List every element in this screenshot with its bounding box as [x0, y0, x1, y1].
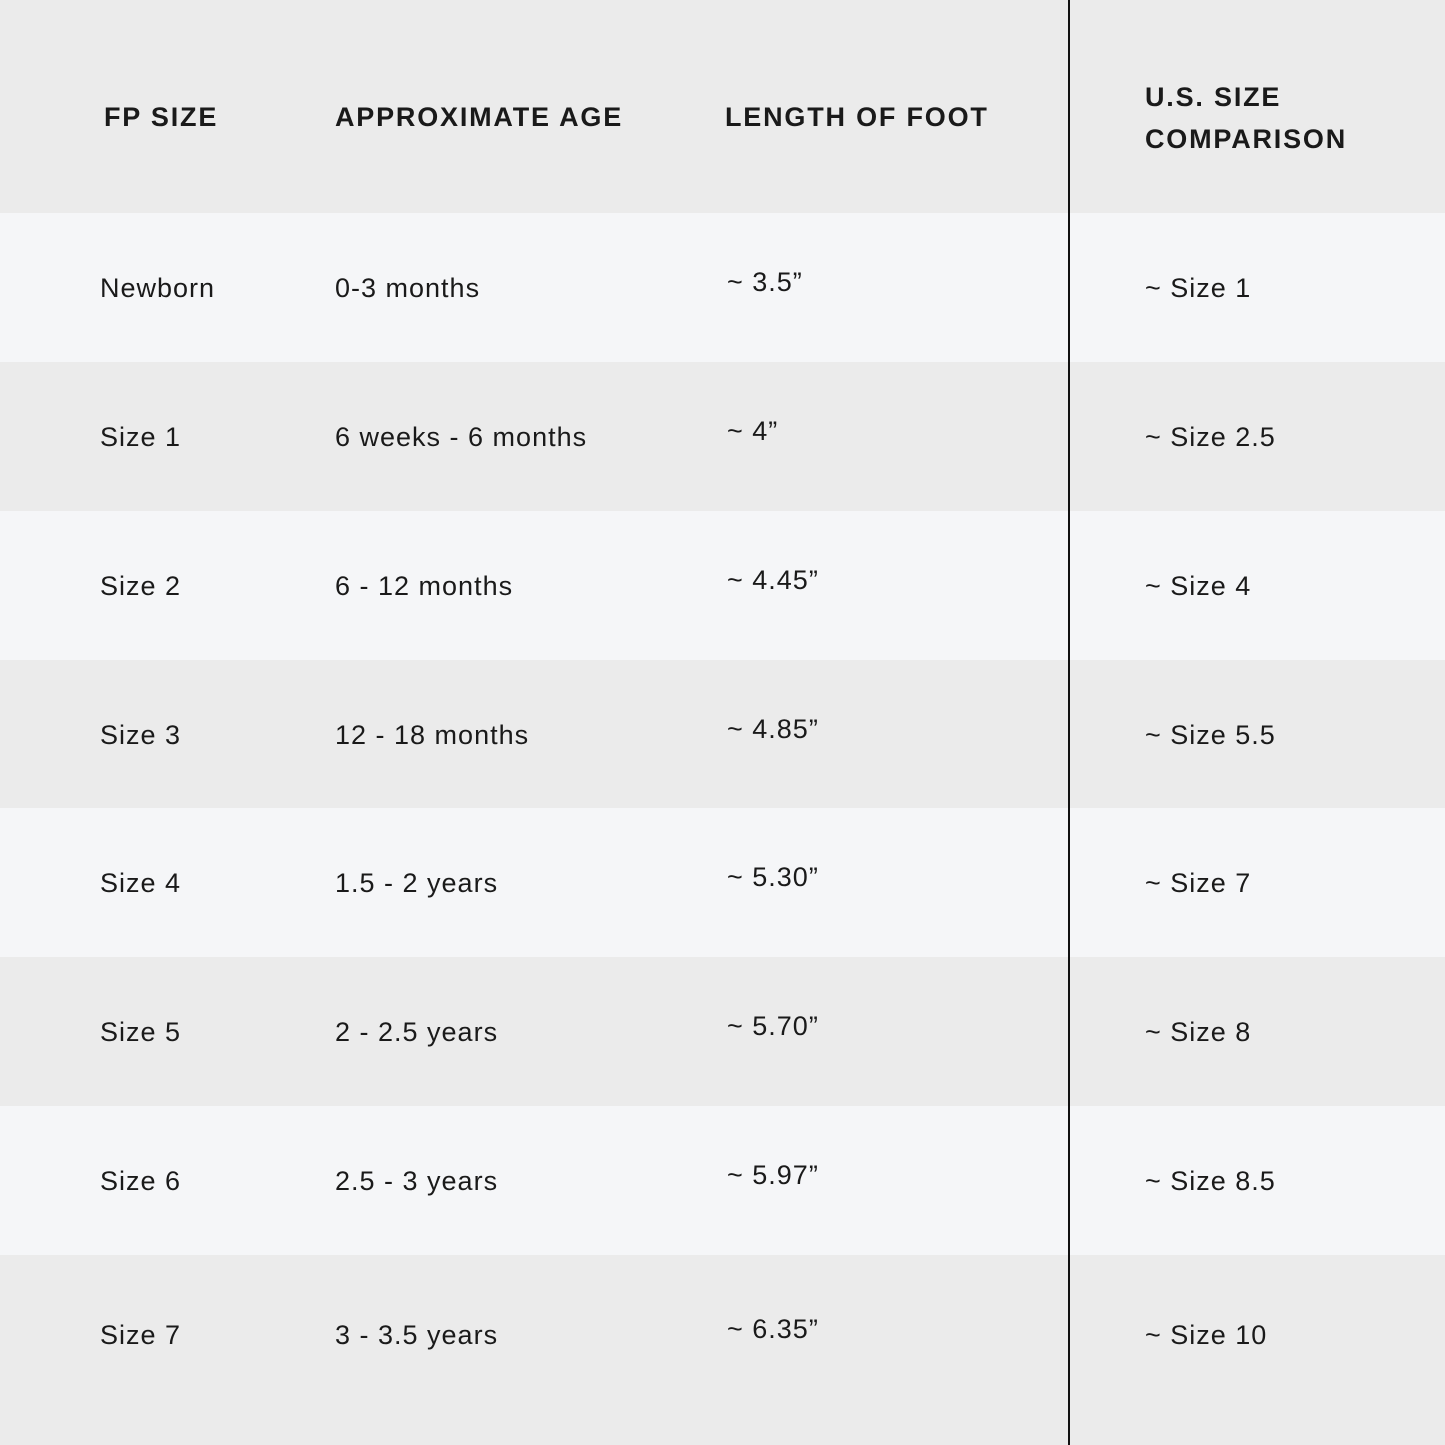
table-row: Size 5 2 - 2.5 years ~ 5.70” ~ Size 8: [0, 957, 1445, 1106]
cell-us-size: ~ Size 1: [1145, 272, 1252, 303]
cell-length: ~ 3.5”: [727, 266, 803, 297]
cell-us-size: ~ Size 8: [1145, 1016, 1252, 1047]
cell-length: ~ 4”: [727, 415, 779, 446]
cell-age: 1.5 - 2 years: [335, 867, 499, 898]
table-row: Size 7 3 - 3.5 years ~ 6.35” ~ Size 10: [0, 1255, 1445, 1445]
cell-length: ~ 4.85”: [727, 713, 819, 744]
header-length-of-foot: LENGTH OF FOOT: [725, 102, 989, 132]
cell-length: ~ 6.35”: [727, 1314, 819, 1344]
cell-length: ~ 5.30”: [727, 861, 819, 892]
table-row: Newborn 0-3 months ~ 3.5” ~ Size 1: [0, 213, 1445, 362]
cell-fp-size: Size 7: [100, 1320, 182, 1350]
cell-length: ~ 5.97”: [727, 1159, 819, 1190]
cell-age: 0-3 months: [335, 272, 481, 303]
cell-us-size: ~ Size 10: [1145, 1320, 1268, 1350]
cell-age: 2 - 2.5 years: [335, 1016, 499, 1047]
cell-fp-size: Newborn: [100, 272, 216, 303]
header-us-size-line1: U.S. SIZE: [1145, 82, 1282, 112]
cell-age: 3 - 3.5 years: [335, 1320, 499, 1350]
cell-fp-size: Size 6: [100, 1165, 182, 1196]
table-header: FP SIZE APPROXIMATE AGE LENGTH OF FOOT U…: [0, 0, 1445, 213]
cell-length: ~ 5.70”: [727, 1010, 819, 1041]
cell-age: 12 - 18 months: [335, 719, 530, 750]
cell-fp-size: Size 3: [100, 719, 182, 750]
header-approximate-age: APPROXIMATE AGE: [335, 102, 624, 132]
table-row: Size 2 6 - 12 months ~ 4.45” ~ Size 4: [0, 511, 1445, 660]
cell-us-size: ~ Size 8.5: [1145, 1165, 1276, 1196]
cell-fp-size: Size 1: [100, 421, 182, 452]
cell-us-size: ~ Size 7: [1145, 867, 1252, 898]
cell-us-size: ~ Size 4: [1145, 570, 1252, 601]
cell-fp-size: Size 2: [100, 570, 182, 601]
table-row: Size 1 6 weeks - 6 months ~ 4” ~ Size 2.5: [0, 362, 1445, 511]
header-fp-size: FP SIZE: [104, 102, 219, 132]
cell-age: 2.5 - 3 years: [335, 1165, 499, 1196]
table-row: Size 6 2.5 - 3 years ~ 5.97” ~ Size 8.5: [0, 1106, 1445, 1255]
cell-fp-size: Size 5: [100, 1016, 182, 1047]
table-row: Size 3 12 - 18 months ~ 4.85” ~ Size 5.5: [0, 660, 1445, 809]
cell-age: 6 - 12 months: [335, 570, 514, 601]
table-row: Size 4 1.5 - 2 years ~ 5.30” ~ Size 7: [0, 808, 1445, 957]
header-us-size-line2: COMPARISON: [1145, 124, 1348, 154]
column-divider: [1068, 0, 1070, 1445]
cell-fp-size: Size 4: [100, 867, 182, 898]
cell-length: ~ 4.45”: [727, 564, 819, 595]
cell-us-size: ~ Size 5.5: [1145, 719, 1276, 750]
cell-us-size: ~ Size 2.5: [1145, 421, 1276, 452]
cell-age: 6 weeks - 6 months: [335, 421, 588, 452]
